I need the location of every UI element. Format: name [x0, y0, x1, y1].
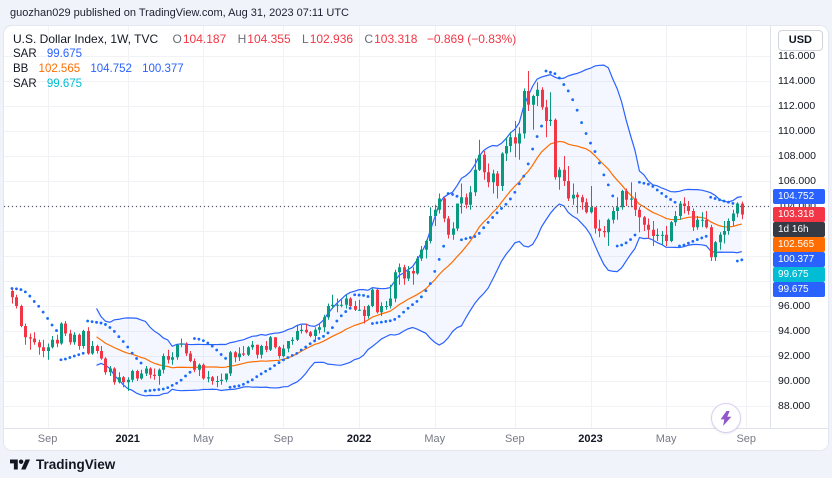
time-axis-label: May: [655, 433, 677, 445]
ohlc-close-value: 103.318: [374, 32, 418, 46]
tradingview-logo[interactable]: TradingView: [10, 454, 115, 474]
price-tag: 103.318: [773, 207, 825, 223]
legend-symbol-row[interactable]: U.S. Dollar Index, 1W, TVC O104.187 H104…: [13, 32, 516, 47]
time-axis-label: Sep: [273, 433, 294, 445]
legend-indicator-sar-row-1[interactable]: SAR 99.675: [13, 47, 516, 62]
bb-name: BB: [13, 63, 29, 75]
time-axis-label: Sep: [37, 433, 58, 445]
price-scale-label: 112.000: [778, 100, 816, 112]
price-tag: 104.752: [773, 189, 825, 205]
sar1-value: 99.675: [46, 48, 83, 60]
price-tag: 99.675: [773, 282, 825, 298]
ohlc-open-value: 104.187: [182, 32, 227, 46]
price-tag: 102.565: [773, 237, 825, 253]
price-tag: 100.377: [773, 252, 825, 268]
legend-indicator-sar-row-2[interactable]: SAR 99.675: [13, 77, 516, 92]
ohlc-low-value: 102.936: [309, 32, 354, 46]
price-scale-label: 106.000: [778, 175, 816, 187]
time-axis-label: May: [192, 433, 214, 445]
price-scale-label: 96.000: [778, 300, 811, 312]
bb-basis-value: 102.565: [38, 63, 81, 75]
symbol-title: U.S. Dollar Index, 1W, TVC: [13, 32, 159, 46]
sar2-value: 99.675: [46, 78, 83, 90]
price-tag: 99.675: [773, 267, 825, 283]
price-scale-label: 114.000: [778, 75, 816, 87]
time-axis-label: May: [424, 433, 446, 445]
time-axis-label: 2022: [346, 433, 372, 445]
price-scale-label: 92.000: [778, 350, 811, 362]
currency-usd-button[interactable]: USD: [777, 30, 823, 51]
ohlc-close-label: C: [364, 32, 374, 46]
price-scale-label: 108.000: [778, 150, 816, 162]
time-axis[interactable]: Sep 2021 May Sep 2022 May Sep 2023 May Sep: [4, 428, 828, 450]
sar2-name: SAR: [13, 78, 37, 90]
price-scale-label: 116.000: [778, 50, 816, 62]
ohlc-high-label: H: [237, 32, 247, 46]
time-axis-label: 2023: [578, 433, 603, 445]
tradingview-logo-icon: [10, 457, 30, 472]
ohlc-open-label: O: [172, 32, 182, 46]
time-axis-label: Sep: [736, 433, 757, 445]
ohlc-change-value: −0.869 (−0.83%): [426, 32, 517, 46]
tradingview-logo-text: TradingView: [36, 456, 116, 472]
bb-upper-value: 104.752: [90, 63, 132, 75]
price-chart-canvas[interactable]: [4, 26, 770, 428]
chart-legend: U.S. Dollar Index, 1W, TVC O104.187 H104…: [13, 32, 516, 92]
boost-button[interactable]: [711, 403, 741, 433]
time-axis-label: Sep: [505, 433, 525, 445]
bar-countdown-tag: 1d 16h: [773, 222, 825, 238]
ohlc-high-value: 104.355: [247, 32, 291, 46]
legend-indicator-bb-row[interactable]: BB 102.565 104.752 100.377: [13, 62, 516, 77]
price-scale-label: 94.000: [778, 325, 811, 337]
price-scale[interactable]: 116.000 114.000 112.000 110.000 108.000 106.0…: [770, 26, 828, 429]
price-scale-label: 90.000: [778, 375, 811, 387]
sar1-name: SAR: [13, 48, 37, 60]
time-axis-label: 2021: [115, 433, 140, 445]
lightning-icon: [720, 410, 732, 426]
price-scale-label: 88.000: [778, 400, 811, 412]
bb-lower-value: 100.377: [142, 63, 184, 75]
price-scale-label: 110.000: [778, 125, 816, 137]
ohlc-low-label: L: [302, 32, 309, 46]
attribution-text: guozhan029 published on TradingView.com,…: [10, 7, 350, 19]
chart-card: U.S. Dollar Index, 1W, TVC O104.187 H104…: [4, 26, 828, 450]
